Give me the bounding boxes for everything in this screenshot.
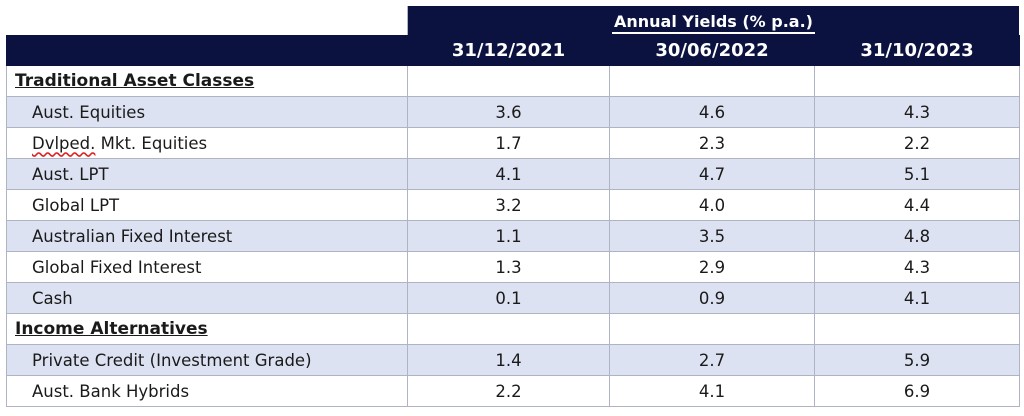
row-label: Aust. LPT: [6, 158, 408, 190]
value-cell: 5.9: [814, 344, 1020, 376]
section-row-traditional: Traditional Asset Classes: [6, 65, 1020, 97]
table-row: Australian Fixed Interest 1.1 3.5 4.8: [6, 220, 1020, 252]
value-cell: 4.3: [814, 96, 1020, 128]
value-cell: 0.9: [609, 282, 815, 314]
value-cell: 4.0: [609, 189, 815, 221]
header-label-cell: [6, 35, 408, 66]
row-label: Dvlped. Mkt. Equities: [6, 127, 408, 159]
value-cell: 3.6: [407, 96, 610, 128]
header-group-cell: Annual Yields (% p.a.): [407, 6, 1020, 36]
row-label: Aust. Equities: [6, 96, 408, 128]
row-label: Private Credit (Investment Grade): [6, 344, 408, 376]
value-cell: 0.1: [407, 282, 610, 314]
value-cell: 3.5: [609, 220, 815, 252]
value-cell: 4.6: [609, 96, 815, 128]
annual-yields-table: Annual Yields (% p.a.) 31/12/2021 30/06/…: [6, 6, 1020, 407]
header-group-row: Annual Yields (% p.a.): [6, 6, 1020, 36]
row-label: Aust. Bank Hybrids: [6, 375, 408, 407]
row-label: Global Fixed Interest: [6, 251, 408, 283]
row-label-rest: Mkt. Equities: [95, 133, 208, 153]
value-cell: 1.1: [407, 220, 610, 252]
table-row: Cash 0.1 0.9 4.1: [6, 282, 1020, 314]
header-group-title: Annual Yields (% p.a.): [612, 11, 815, 34]
table-row: Aust. Equities 3.6 4.6 4.3: [6, 96, 1020, 128]
empty-cell: [609, 65, 815, 97]
value-cell: 3.2: [407, 189, 610, 221]
header-blank-cell: [6, 6, 408, 36]
column-header-date-2: 30/06/2022: [609, 35, 815, 66]
table-row: Private Credit (Investment Grade) 1.4 2.…: [6, 344, 1020, 376]
value-cell: 1.4: [407, 344, 610, 376]
table-row: Dvlped. Mkt. Equities 1.7 2.3 2.2: [6, 127, 1020, 159]
empty-cell: [407, 65, 610, 97]
value-cell: 1.7: [407, 127, 610, 159]
empty-cell: [814, 65, 1020, 97]
empty-cell: [814, 313, 1020, 345]
empty-cell: [609, 313, 815, 345]
row-label: Cash: [6, 282, 408, 314]
column-header-date-3: 31/10/2023: [814, 35, 1020, 66]
row-label: Global LPT: [6, 189, 408, 221]
value-cell: 2.2: [407, 375, 610, 407]
yields-table-container: Annual Yields (% p.a.) 31/12/2021 30/06/…: [6, 6, 1020, 407]
section-row-income: Income Alternatives: [6, 313, 1020, 345]
value-cell: 5.1: [814, 158, 1020, 190]
value-cell: 4.8: [814, 220, 1020, 252]
section-title: Income Alternatives: [6, 313, 408, 345]
row-label-misspelled-word: Dvlped.: [32, 133, 96, 153]
value-cell: 6.9: [814, 375, 1020, 407]
value-cell: 2.3: [609, 127, 815, 159]
value-cell: 4.1: [407, 158, 610, 190]
value-cell: 1.3: [407, 251, 610, 283]
table-row: Aust. Bank Hybrids 2.2 4.1 6.9: [6, 375, 1020, 407]
value-cell: 4.1: [609, 375, 815, 407]
value-cell: 4.1: [814, 282, 1020, 314]
section-title: Traditional Asset Classes: [6, 65, 408, 97]
value-cell: 2.7: [609, 344, 815, 376]
column-header-date-1: 31/12/2021: [407, 35, 610, 66]
empty-cell: [407, 313, 610, 345]
row-label: Australian Fixed Interest: [6, 220, 408, 252]
value-cell: 4.4: [814, 189, 1020, 221]
value-cell: 2.2: [814, 127, 1020, 159]
value-cell: 4.3: [814, 251, 1020, 283]
header-columns-row: 31/12/2021 30/06/2022 31/10/2023: [6, 35, 1020, 66]
table-row: Global Fixed Interest 1.3 2.9 4.3: [6, 251, 1020, 283]
table-row: Aust. LPT 4.1 4.7 5.1: [6, 158, 1020, 190]
value-cell: 4.7: [609, 158, 815, 190]
value-cell: 2.9: [609, 251, 815, 283]
table-row: Global LPT 3.2 4.0 4.4: [6, 189, 1020, 221]
